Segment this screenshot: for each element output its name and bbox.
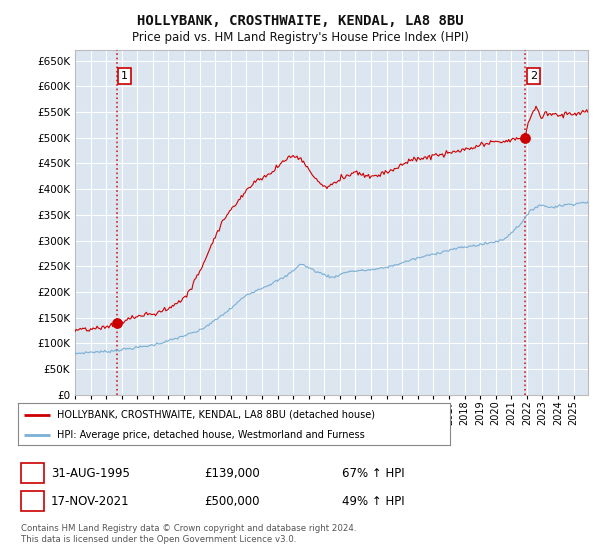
Text: 1: 1 <box>29 466 36 480</box>
Text: 49% ↑ HPI: 49% ↑ HPI <box>342 494 404 508</box>
Text: 2: 2 <box>530 71 537 81</box>
Text: £139,000: £139,000 <box>204 466 260 480</box>
Point <box>520 133 530 142</box>
Text: Price paid vs. HM Land Registry's House Price Index (HPI): Price paid vs. HM Land Registry's House … <box>131 31 469 44</box>
Text: Contains HM Land Registry data © Crown copyright and database right 2024.
This d: Contains HM Land Registry data © Crown c… <box>21 524 356 544</box>
Text: HOLLYBANK, CROSTHWAITE, KENDAL, LA8 8BU (detached house): HOLLYBANK, CROSTHWAITE, KENDAL, LA8 8BU … <box>57 410 375 420</box>
Text: 17-NOV-2021: 17-NOV-2021 <box>51 494 130 508</box>
Text: 1: 1 <box>121 71 128 81</box>
Point <box>112 319 121 328</box>
Bar <box>525 50 588 395</box>
Text: £500,000: £500,000 <box>204 494 260 508</box>
Text: HOLLYBANK, CROSTHWAITE, KENDAL, LA8 8BU: HOLLYBANK, CROSTHWAITE, KENDAL, LA8 8BU <box>137 14 463 28</box>
Text: 2: 2 <box>29 494 36 508</box>
Text: 31-AUG-1995: 31-AUG-1995 <box>51 466 130 480</box>
Text: 67% ↑ HPI: 67% ↑ HPI <box>342 466 404 480</box>
Bar <box>75 50 116 395</box>
Text: HPI: Average price, detached house, Westmorland and Furness: HPI: Average price, detached house, West… <box>57 430 365 440</box>
